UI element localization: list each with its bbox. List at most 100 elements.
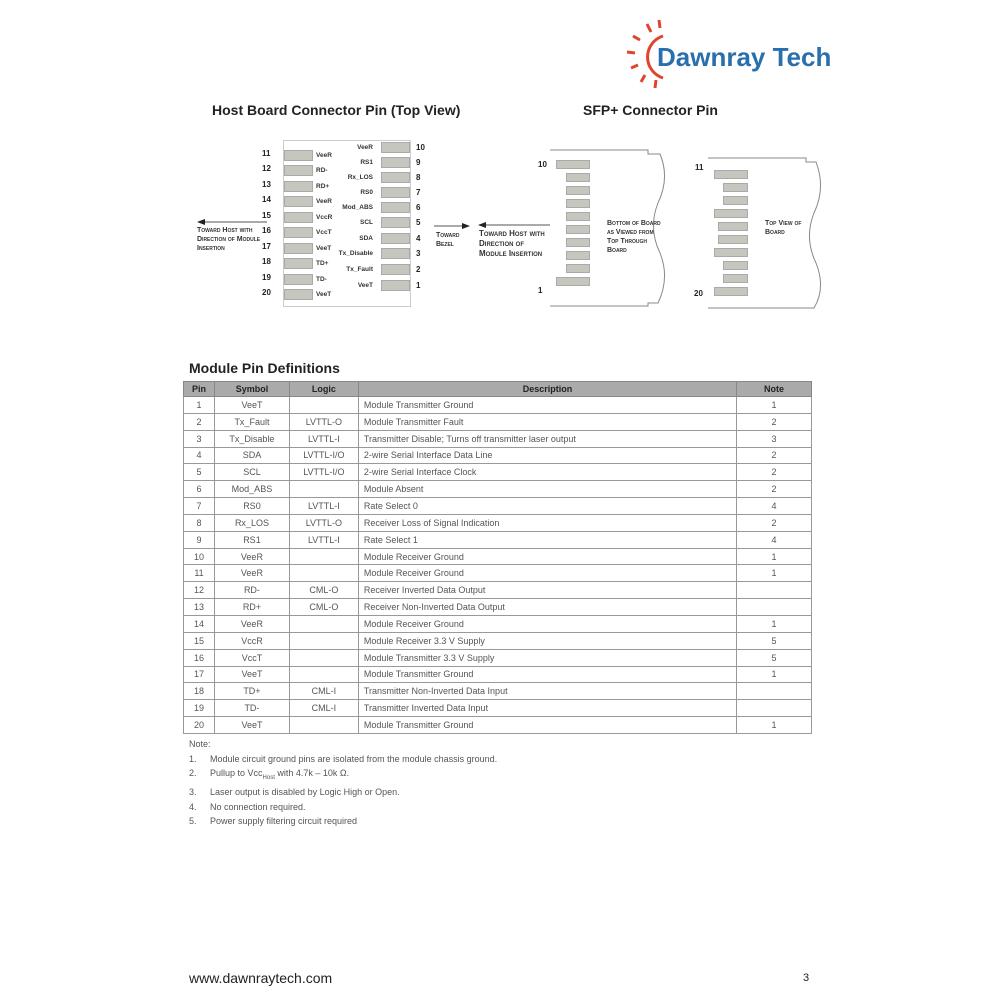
note-text: No connection required.: [210, 801, 306, 812]
logic-cell: LVTTL-I/O: [289, 463, 359, 482]
pin-cell: 13: [183, 598, 215, 616]
pin-symbol: TD-: [316, 276, 327, 283]
pin-cell: 17: [183, 666, 215, 684]
toward-host-label: Toward Host with Direction of Module Ins…: [197, 227, 261, 252]
note-cell: 5: [736, 649, 812, 667]
note-item: 3. Laser output is disabled by Logic High…: [189, 785, 497, 800]
note-cell: 2: [736, 514, 812, 532]
description-cell: Transmitter Non-Inverted Data Input: [358, 682, 738, 701]
pin-number: 10: [416, 143, 425, 152]
pin-pad: [284, 274, 313, 285]
pin-cell: 1: [183, 396, 215, 414]
sfp-bottom-pad: [566, 264, 590, 273]
arrow-left-icon: [478, 222, 550, 228]
description-cell: Module Transmitter Ground: [358, 396, 738, 414]
pin-cell: 4: [183, 447, 215, 465]
logic-cell: [289, 632, 359, 650]
table-row: 3 Tx_Disable LVTTL-I Transmitter Disable; T…: [183, 430, 812, 448]
sfp-top-pad: [714, 287, 748, 296]
pin-number: 3: [416, 249, 421, 258]
logic-cell: [289, 564, 359, 583]
description-cell: Module Transmitter Fault: [358, 413, 738, 431]
pin-symbol: VeeR: [316, 152, 332, 159]
sfp-toward-host-label: Toward Host with Direction of Module Ins…: [479, 229, 545, 258]
pin-number: 9: [416, 158, 421, 167]
symbol-cell: RD-: [214, 581, 290, 600]
description-cell: Module Transmitter Ground: [358, 716, 738, 734]
sfp-board-outline: [550, 149, 821, 309]
pin-pad: [284, 181, 313, 192]
table-row: 4 SDA LVTTL-I/O 2-wire Serial Interface Dat…: [183, 447, 812, 465]
pin-pad: [381, 172, 410, 183]
logic-cell: [289, 666, 359, 684]
pin-symbol: Mod_ABS: [342, 204, 373, 211]
note-cell: [736, 598, 812, 616]
table-row: 1 VeeT Module Transmitter Ground 1: [183, 396, 812, 414]
table-row: 20 VeeT Module Transmitter Ground 1: [183, 716, 812, 734]
note-number: 3.: [189, 787, 197, 798]
pin-number: 17: [262, 242, 271, 251]
pin-symbol: Tx_Disable: [338, 250, 373, 257]
pin-number: 16: [262, 226, 271, 235]
pin-pad: [381, 202, 410, 213]
pin-number: 6: [416, 203, 421, 212]
pin-number: 18: [262, 257, 271, 266]
sfp-top-pad: [714, 248, 748, 257]
pin-cell: 15: [183, 632, 215, 650]
footer-url[interactable]: www.dawnraytech.com: [189, 970, 333, 986]
pin-number: 8: [416, 173, 421, 182]
note-cell: 1: [736, 396, 812, 414]
logic-cell: LVTTL-I: [289, 531, 359, 549]
table-row: 5 SCL LVTTL-I/O 2-wire Serial Interface Clo…: [183, 463, 812, 482]
pin-number: 13: [262, 180, 271, 189]
note-cell: 1: [736, 615, 812, 633]
logic-cell: CML-O: [289, 581, 359, 600]
pin-number: 11: [262, 149, 271, 158]
description-cell: Module Transmitter Ground: [358, 666, 738, 684]
pin-symbol: VeeR: [316, 198, 332, 205]
description-cell: Module Absent: [358, 480, 738, 499]
table-row: 17 VeeT Module Transmitter Ground 1: [183, 666, 812, 684]
pin-pad: [284, 165, 313, 176]
symbol-cell: VeeT: [214, 716, 290, 734]
pin-cell: 11: [183, 564, 215, 583]
pin-pad: [381, 248, 410, 259]
pin-symbol: VeeR: [357, 144, 373, 151]
description-cell: 2-wire Serial Interface Clock: [358, 463, 738, 482]
note-cell: 1: [736, 716, 812, 734]
pin-symbol: SDA: [359, 235, 373, 242]
bottom-of-board-label: Bottom of Board as Viewed from Top Throu…: [607, 220, 661, 254]
note-cell: 2: [736, 480, 812, 499]
pin-number: 10: [538, 160, 547, 169]
symbol-cell: VccT: [214, 649, 290, 667]
note-text: with 4.7k – 10k Ω.: [274, 768, 350, 778]
note-cell: 4: [736, 531, 812, 549]
pin-cell: 7: [183, 497, 215, 515]
note-item: 2. Pullup to VccHost with 4.7k – 10k Ω.: [189, 766, 497, 785]
pin-cell: 6: [183, 480, 215, 499]
pin-cell: 18: [183, 682, 215, 701]
pin-cell: 5: [183, 463, 215, 482]
symbol-cell: VeeR: [214, 548, 290, 566]
description-cell: Module Receiver Ground: [358, 548, 738, 566]
logic-cell: [289, 548, 359, 566]
description-cell: Rate Select 0: [358, 497, 738, 515]
table-row: 11 VeeR Module Receiver Ground 1: [183, 564, 812, 583]
table-row: 14 VeeR Module Receiver Ground 1: [183, 615, 812, 633]
sun-icon: [626, 19, 664, 88]
note-cell: 1: [736, 548, 812, 566]
note-number: 5.: [189, 816, 197, 827]
sfp-bottom-pad: [556, 277, 590, 286]
sfp-top-pad: [723, 274, 748, 283]
pin-pad: [284, 212, 313, 223]
pin-symbol: RS0: [360, 189, 373, 196]
description-cell: 2-wire Serial Interface Data Line: [358, 447, 738, 465]
note-subscript: Host: [262, 774, 275, 781]
logic-cell: [289, 615, 359, 633]
note-number: 1.: [189, 753, 197, 764]
pin-symbol: RD+: [316, 183, 330, 190]
symbol-cell: Tx_Disable: [214, 430, 290, 448]
pin-pad: [381, 142, 410, 153]
